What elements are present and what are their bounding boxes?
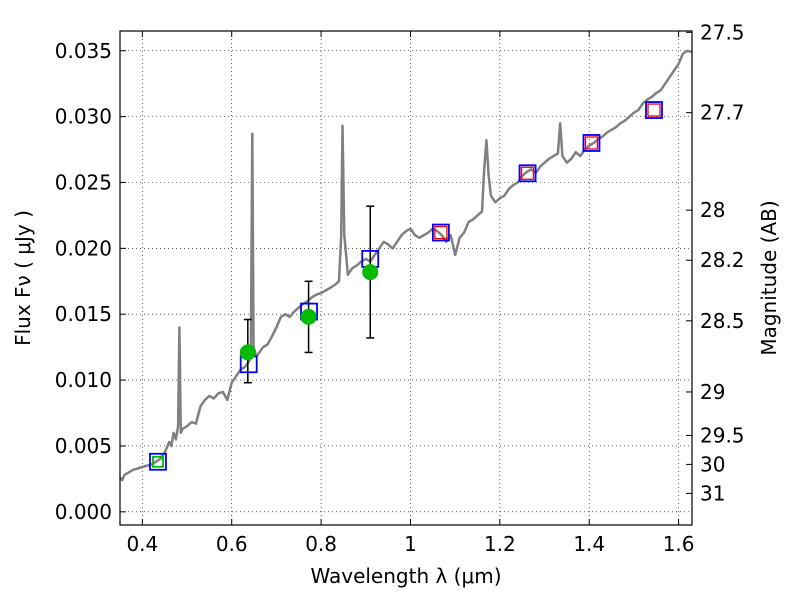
x-tick-label: 0.6 (216, 532, 248, 556)
y2-tick-label: 29.5 (700, 423, 745, 447)
y2-tick-label: 29 (700, 380, 725, 404)
model-point-red-square (520, 166, 535, 180)
plot-frame (119, 30, 693, 526)
y2-axis-label: Magnitude (AB) (757, 200, 781, 355)
x-axis-label: Wavelength λ (μm) (310, 564, 501, 588)
errorbar-series (243, 205, 375, 384)
y-tick-label: 0.025 (55, 170, 112, 194)
y-tick-label: 0.030 (55, 105, 112, 129)
spectrum-series (119, 49, 693, 482)
model-point-red-square (434, 225, 448, 240)
model-point-blue-square (431, 223, 450, 242)
model-point-blue-square (582, 134, 601, 152)
y-tick-label: 0.020 (55, 236, 112, 260)
x-tick-label: 1.6 (663, 532, 695, 556)
y-tick-label: 0.010 (55, 368, 112, 392)
model-point-blue-square (149, 452, 167, 471)
y2-tick-label: 27.5 (700, 20, 745, 44)
model-point-red-square (584, 136, 599, 150)
model-photometry-series (149, 101, 663, 471)
observed-point (362, 264, 379, 281)
y-tick-label: 0.000 (55, 500, 112, 524)
y2-tick-label: 28.2 (700, 248, 745, 272)
axis-ticks: 0.4 0.6 0.8 1 1.2 1.4 1.6 0.000 0.005 0.010 0.015 0… (55, 20, 745, 556)
model-point-red-square (647, 103, 661, 117)
y2-tick-label: 30 (700, 452, 725, 476)
y-tick-label: 0.035 (55, 39, 112, 63)
x-tick-label: 1 (404, 532, 417, 556)
y2-tick-label: 31 (700, 481, 725, 505)
y-tick-label: 0.015 (55, 302, 112, 326)
x-tick-label: 0.8 (305, 532, 337, 556)
x-tick-label: 1.4 (573, 532, 605, 556)
model-point-blue-square (645, 101, 663, 119)
y2-tick-label: 27.7 (700, 101, 745, 125)
observed-photometry-series (239, 264, 379, 361)
grid-lines (120, 31, 692, 525)
y2-tick-label: 28.5 (700, 309, 745, 333)
y-tick-label: 0.005 (55, 434, 112, 458)
observed-point (300, 308, 317, 325)
x-tick-label: 1.2 (484, 532, 516, 556)
y-axis-label: Flux Fν ( μJy ) (11, 210, 35, 346)
observed-point (239, 344, 256, 361)
spectrum-line (119, 49, 693, 482)
y2-tick-label: 28 (700, 198, 725, 222)
model-point-green-square (152, 455, 164, 468)
x-tick-label: 0.4 (126, 532, 158, 556)
model-point-blue-square (518, 164, 537, 183)
